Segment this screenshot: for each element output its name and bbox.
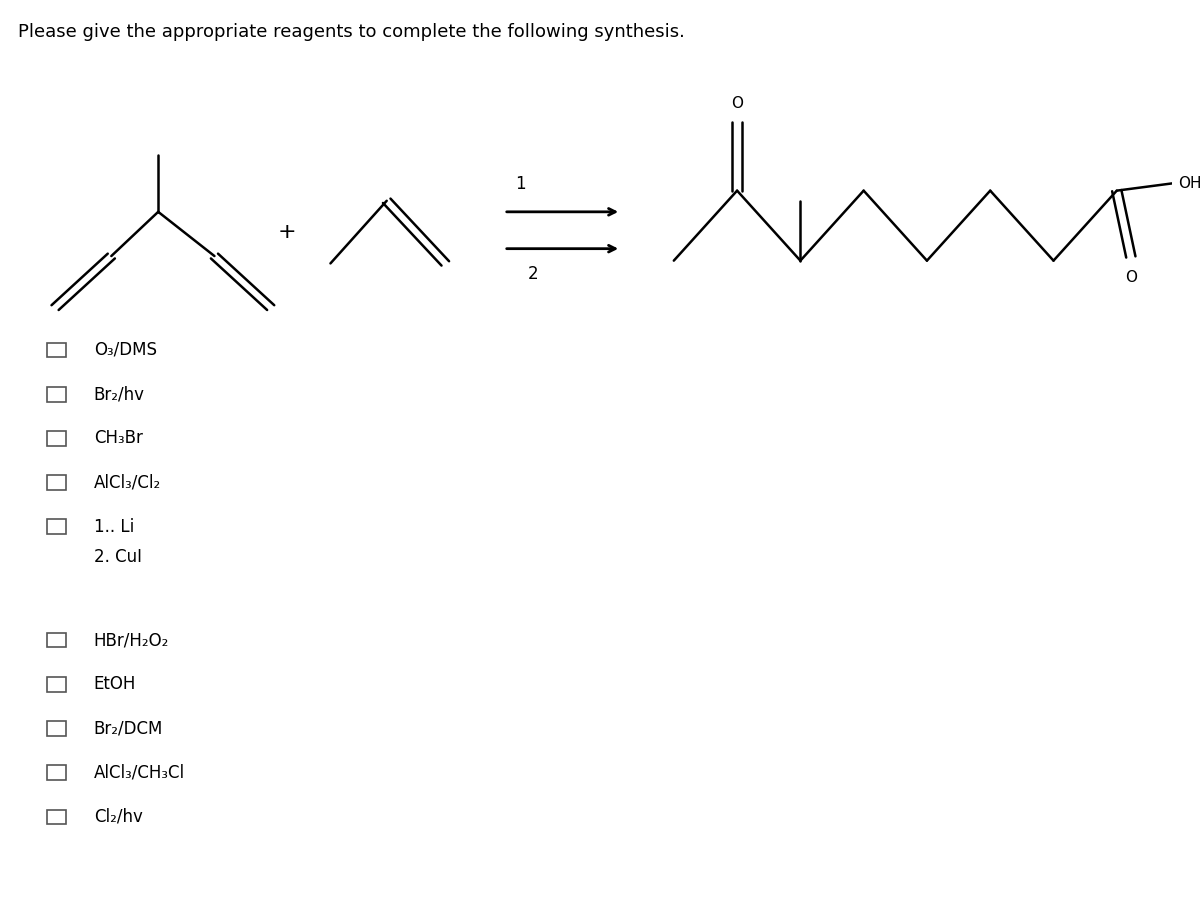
FancyBboxPatch shape: [47, 475, 66, 490]
Text: 2: 2: [527, 265, 538, 284]
FancyBboxPatch shape: [47, 633, 66, 647]
Text: EtOH: EtOH: [94, 675, 136, 694]
Text: O: O: [1124, 270, 1136, 285]
Text: O: O: [731, 96, 743, 111]
Text: Br₂/hv: Br₂/hv: [94, 385, 145, 403]
Text: OH: OH: [1177, 176, 1200, 191]
FancyBboxPatch shape: [47, 721, 66, 736]
Text: AlCl₃/CH₃Cl: AlCl₃/CH₃Cl: [94, 764, 185, 782]
FancyBboxPatch shape: [47, 810, 66, 824]
FancyBboxPatch shape: [47, 519, 66, 534]
FancyBboxPatch shape: [47, 431, 66, 446]
Text: AlCl₃/Cl₂: AlCl₃/Cl₂: [94, 473, 161, 492]
FancyBboxPatch shape: [47, 387, 66, 402]
Text: 1: 1: [516, 175, 527, 193]
FancyBboxPatch shape: [47, 765, 66, 780]
Text: +: +: [277, 222, 296, 242]
Text: Please give the appropriate reagents to complete the following synthesis.: Please give the appropriate reagents to …: [18, 23, 684, 41]
Text: O₃/DMS: O₃/DMS: [94, 341, 157, 359]
Text: Br₂/DCM: Br₂/DCM: [94, 719, 163, 738]
Text: 2. CuI: 2. CuI: [94, 548, 142, 566]
FancyBboxPatch shape: [47, 677, 66, 692]
Text: Cl₂/hv: Cl₂/hv: [94, 808, 143, 826]
Text: 1.. Li: 1.. Li: [94, 518, 134, 536]
FancyBboxPatch shape: [47, 343, 66, 357]
Text: CH₃Br: CH₃Br: [94, 429, 143, 448]
Text: HBr/H₂O₂: HBr/H₂O₂: [94, 631, 169, 649]
